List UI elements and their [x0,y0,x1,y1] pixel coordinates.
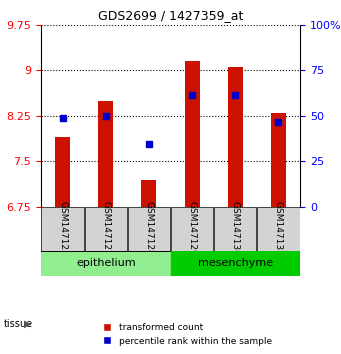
FancyBboxPatch shape [41,207,84,251]
Text: GSM147129: GSM147129 [188,201,197,256]
Bar [98,101,113,207]
Bar [228,67,243,207]
FancyBboxPatch shape [128,207,170,251]
Polygon shape [41,251,170,276]
Text: GSM147128: GSM147128 [144,201,153,256]
Text: GSM147127: GSM147127 [101,201,110,256]
Polygon shape [171,251,300,276]
Bar [55,137,70,207]
Bar [141,179,157,207]
Bar [271,113,286,207]
Title: GDS2699 / 1427359_at: GDS2699 / 1427359_at [98,9,243,22]
FancyBboxPatch shape [214,207,256,251]
Text: mesenchyme: mesenchyme [198,258,273,268]
FancyBboxPatch shape [171,207,213,251]
Text: ▶: ▶ [24,319,31,329]
Bar [184,61,200,207]
Text: GSM147132: GSM147132 [274,201,283,256]
Text: tissue: tissue [3,319,32,329]
Text: epithelium: epithelium [76,258,135,268]
FancyBboxPatch shape [257,207,300,251]
Text: GSM147130: GSM147130 [231,201,240,256]
Legend: transformed count, percentile rank within the sample: transformed count, percentile rank withi… [99,320,276,349]
Text: GSM147125: GSM147125 [58,201,67,256]
FancyBboxPatch shape [85,207,127,251]
